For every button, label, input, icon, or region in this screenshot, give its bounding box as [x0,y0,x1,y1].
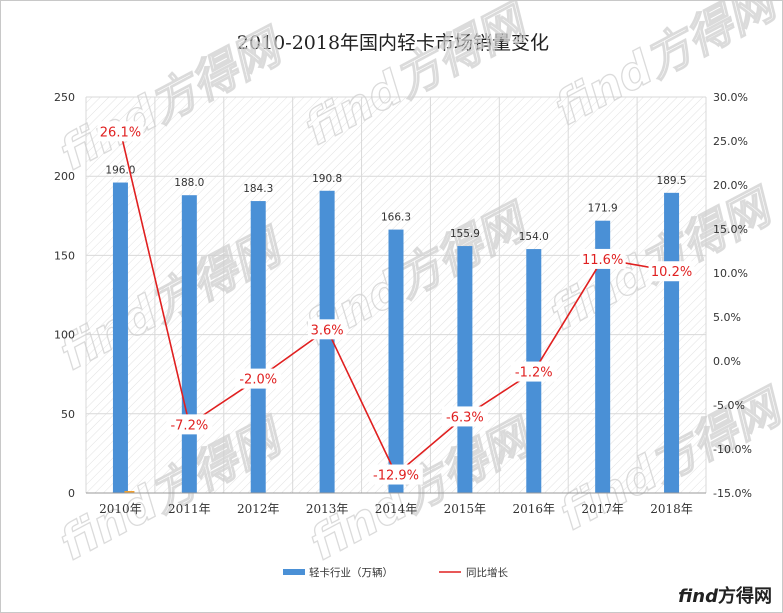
bar-value-label: 190.8 [312,173,342,185]
left-axis-tick-label: 250 [54,91,75,104]
right-axis-tick-label: -15.0% [713,487,752,500]
x-axis-tick-label: 2013年 [306,502,349,516]
growth-label-bg [97,121,144,142]
growth-label: -6.3% [446,410,484,425]
right-axis-tick-label: -10.0% [713,443,752,456]
bar-value-label: 166.3 [381,212,411,224]
legend-label-bar: 轻卡行业（万辆） [309,566,393,579]
growth-label-bg [510,361,557,382]
growth-label-bg [369,464,423,485]
bar-value-label: 196.0 [105,165,135,177]
legend-label-line: 同比增长 [466,566,508,579]
right-axis-tick-label: 5.0% [713,311,741,324]
right-axis-tick-label: 10.0% [713,267,748,280]
brand-logo-prefix: find [678,586,718,607]
bar-2010年 [112,182,128,493]
x-axis-tick-label: 2012年 [237,502,280,516]
x-axis-tick-label: 2017年 [581,502,624,516]
bar-2017年 [595,220,611,494]
legend-swatch-bar [283,569,305,575]
axes: 0 50 100 150 200 250 -15.0% -10.0% -5.0% 0.0% 5.0%… [54,91,752,516]
growth-label: -12.9% [373,469,419,484]
growth-label: -7.2% [170,418,208,433]
growth-label: 26.1% [100,125,141,140]
right-axis-tick-label: 15.0% [713,223,748,236]
left-axis-tick-label: 50 [61,408,75,421]
brand-logo-suffix: 方得网 [718,586,772,607]
brand-logo: find方得网 [678,582,772,608]
legend: 轻卡行业（万辆） 同比增长 [283,566,508,579]
bar-value-label: 184.3 [243,183,273,195]
left-axis-tick-label: 100 [54,329,75,342]
bar-value-label: 154.0 [519,231,549,243]
left-axis-tick-label: 150 [54,249,75,262]
growth-label: 3.6% [311,323,344,338]
growth-label: -2.0% [239,373,277,388]
growth-label-bg [441,406,488,427]
growth-line-series: 26.1% -7.2% -2.0% 3.6% -12.9% -6.3% -1.2% 11.6%… [97,121,695,485]
bar-2011年 [181,195,197,493]
growth-label-bg [307,319,347,340]
x-axis-tick-label: 2014年 [375,502,418,516]
bar-2015年 [457,246,473,493]
x-axis-tick-label: 2016年 [513,502,556,516]
right-axis-tick-label: -5.0% [713,399,745,412]
chart-title: 2010-2018年国内轻卡市场销量变化 [237,32,549,54]
bar-2013年 [319,190,335,493]
right-axis-tick-label: 20.0% [713,179,748,192]
bar-2012年 [250,201,266,494]
left-axis-tick-label: 200 [54,170,75,183]
bar-value-label: 155.9 [450,228,480,240]
x-axis-tick-label: 2015年 [444,502,487,516]
x-axis-tick-label: 2011年 [168,502,211,516]
right-axis-tick-label: 0.0% [713,355,741,368]
bar-2014年 [388,229,404,493]
left-axis-tick-label: 0 [68,487,75,500]
growth-label: 10.2% [651,265,692,280]
bar-2018年 [664,192,680,493]
right-axis-tick-label: 25.0% [713,135,748,148]
growth-label-bg [166,414,213,435]
growth-label: -1.2% [515,366,553,381]
bar-series: 196.0 188.0 184.3 190.8 166.3 155.9 154.0 171.9… [105,165,687,494]
bar-value-label: 189.5 [657,175,687,187]
x-axis-tick-label: 2018年 [650,502,693,516]
growth-label-bg [648,261,695,282]
growth-label-bg [579,248,626,269]
bar-value-label: 188.0 [174,177,204,189]
bar-value-label: 171.9 [588,203,618,215]
baseline-marker [124,491,135,493]
growth-label-bg [235,368,282,389]
right-axis-tick-label: 30.0% [713,91,748,104]
x-axis-tick-label: 2010年 [99,502,142,516]
growth-label: 11.6% [582,253,623,268]
